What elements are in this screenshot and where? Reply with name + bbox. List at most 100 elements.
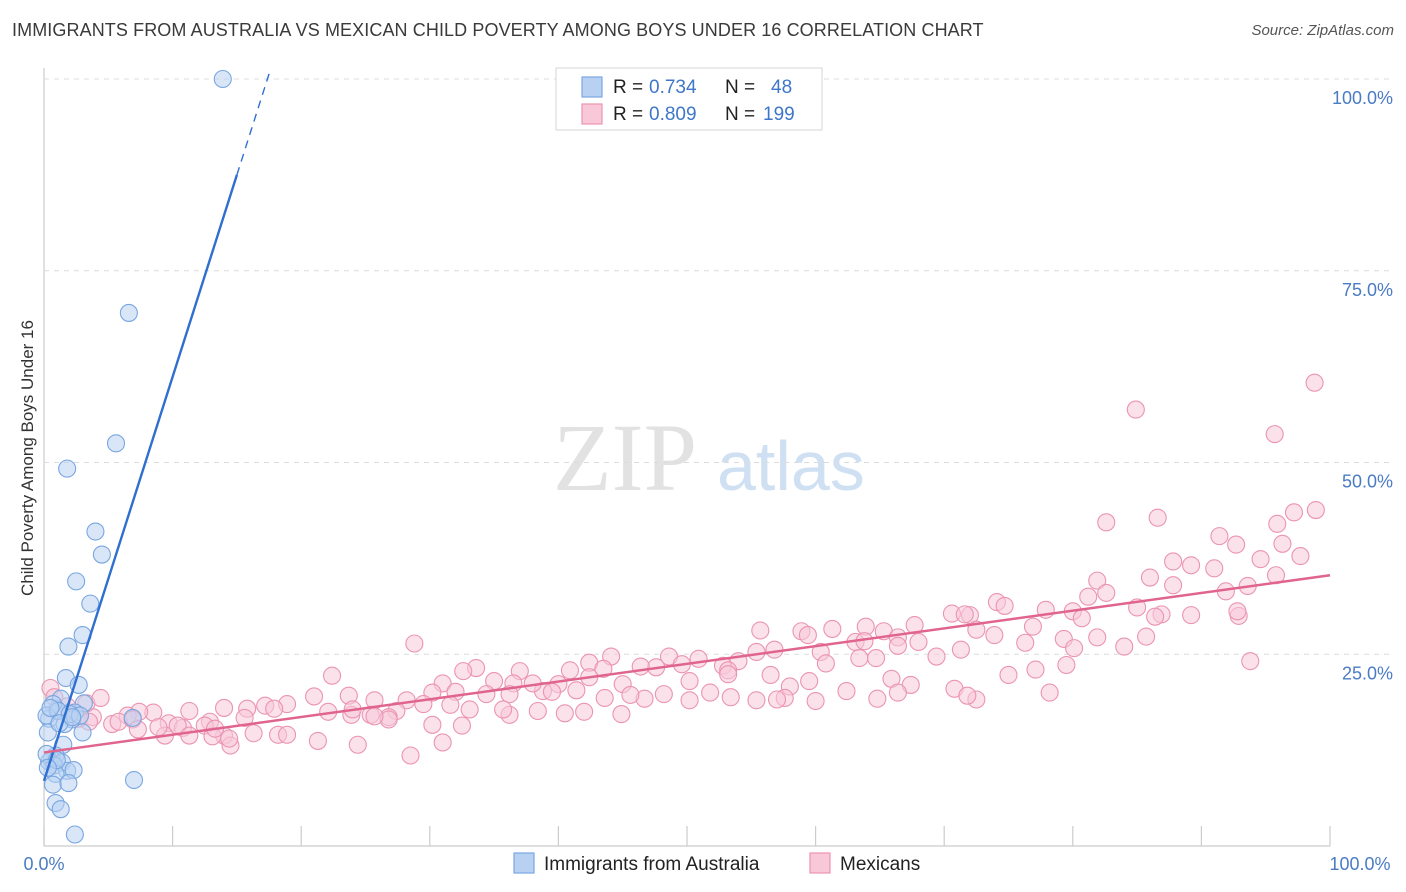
mexicans-point [91,688,110,708]
mexicans-point [631,657,650,676]
mexicans-point [909,632,928,652]
australia-point [119,303,138,322]
mexicans-point [244,724,263,743]
mexicans-point [1306,501,1325,520]
mexicans-point [850,649,869,668]
legend-r-label-australia: R = [613,77,643,98]
mexicans-point [1097,583,1116,602]
trend-lines [42,69,1331,782]
mexicans-point [1291,547,1310,566]
mexicans-point [423,715,442,734]
y-tick-labels: 25.0% 50.0% 75.0% 100.0% [1332,88,1393,683]
australia-trend-extension [236,69,272,176]
mexicans-point [958,686,977,705]
mexicans-point [800,672,819,691]
legend-n-label-australia: N = [725,77,755,98]
mexicans-point [595,688,614,708]
mexicans-point [1210,527,1229,546]
mexicans-point [1146,607,1165,626]
australia-point [69,675,88,694]
legend-n-label-mexicans: N = [725,104,755,125]
mexicans-point [1088,628,1107,647]
mexicans-point [1065,639,1084,658]
mexicans-point [868,689,887,708]
watermark-zip: ZIP [553,404,697,511]
mexicans-point [1023,617,1042,636]
x-tick-label-max: 100.0% [1329,854,1390,874]
mexicans-point [719,665,738,684]
mexicans-point [560,661,580,680]
x-tick-label-min: 0.0% [23,854,64,874]
mexicans-point [1140,568,1160,587]
mexicans-point [1126,400,1145,419]
mexicans-point [985,626,1004,645]
mexicans-point [999,665,1018,685]
mexicans-point [747,691,766,710]
mexicans-point [214,698,234,717]
australia-point [81,594,100,613]
mexicans-point [1148,508,1167,527]
mexicans-point [1241,652,1260,671]
mexicans-point [1097,513,1116,532]
australia-point [59,637,78,656]
mexicans-point [542,682,562,701]
mexicans-point [441,695,460,714]
mexicans-point [494,700,513,719]
mexicans-point [555,704,574,723]
australia-point [92,545,111,564]
mexicans-point [265,699,284,718]
mexicans-trend-line [43,574,1331,754]
mexicans-point [323,666,342,685]
mexicans-point [1164,552,1183,571]
mexicans-point [235,708,254,727]
mexicans-point [305,687,324,706]
mexicans-point [1072,609,1091,628]
mexicans-point [567,681,586,700]
mexicans-point [680,672,699,691]
mexicans-point [575,702,594,721]
mexicans-point [180,726,199,745]
bottom-legend-swatch-australia [513,852,535,874]
mexicans-point [823,619,842,638]
mexicans-point [1040,683,1059,702]
legend-r-label-mexicans: R = [613,104,643,125]
australia-point [58,459,77,478]
mexicans-point [1137,627,1156,646]
watermark-atlas: atlas [717,427,865,505]
mexicans-point [528,701,547,721]
mexicans-point [149,718,168,737]
mexicans-point [1305,373,1324,392]
mexicans-point [701,683,720,702]
mexicans-point [594,659,613,678]
mexicans-point [1182,606,1201,625]
australia-point [213,69,232,89]
legend-swatch-mexicans [581,103,603,125]
australia-point [41,698,60,717]
mexicans-points [41,373,1325,765]
australia-point [59,774,78,793]
legend-r-value-mexicans: 0.809 [649,104,697,125]
y-tick-label: 25.0% [1342,663,1393,683]
mexicans-point [460,700,479,719]
mexicans-point [612,705,631,724]
mexicans-point [747,642,766,661]
y-tick-label: 75.0% [1342,280,1393,300]
australia-trend-line [42,174,239,782]
mexicans-point [751,621,770,640]
mexicans-point [837,682,856,701]
mexicans-point [1265,425,1284,444]
bottom-legend-label-australia: Immigrants from Australia [544,854,760,875]
y-axis-label: Child Poverty Among Boys Under 16 [18,320,37,596]
bottom-legend-label-mexicans: Mexicans [840,854,920,875]
mexicans-point [888,683,907,702]
mexicans-point [452,716,472,735]
mexicans-point [405,634,424,653]
mexicans-point [365,707,384,726]
mexicans-point [866,649,886,668]
mexicans-point [995,596,1014,615]
legend-n-value-australia: 48 [771,77,792,98]
australia-point [73,723,92,742]
mexicans-point [278,725,297,744]
stats-legend: R = 0.734 N = 48 R = 0.809 N = 199 [555,67,823,131]
